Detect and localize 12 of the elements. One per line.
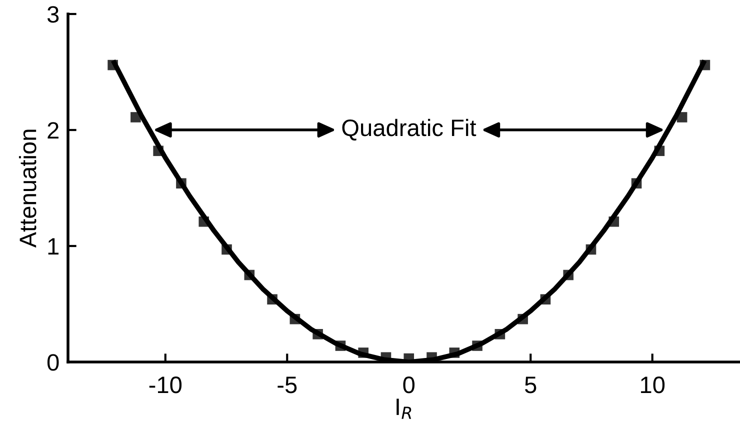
x-tick-label: -10	[149, 376, 182, 394]
annotation: Quadratic Fit	[342, 118, 476, 140]
y-tick-label: 2	[48, 122, 58, 139]
x-tick-label: 10	[641, 376, 665, 394]
y-axis-title: Attenuation	[18, 130, 36, 248]
y-tick-label: 3	[47, 6, 59, 23]
x-axis-title: I$_{R}$	[396, 398, 412, 419]
y-tick-label: 1	[48, 238, 59, 255]
x-tick-label: 0	[403, 376, 415, 394]
x-tick-label: 5	[524, 376, 536, 394]
x-tick-label: -5	[278, 376, 297, 394]
y-tick-label: 0	[47, 354, 59, 371]
